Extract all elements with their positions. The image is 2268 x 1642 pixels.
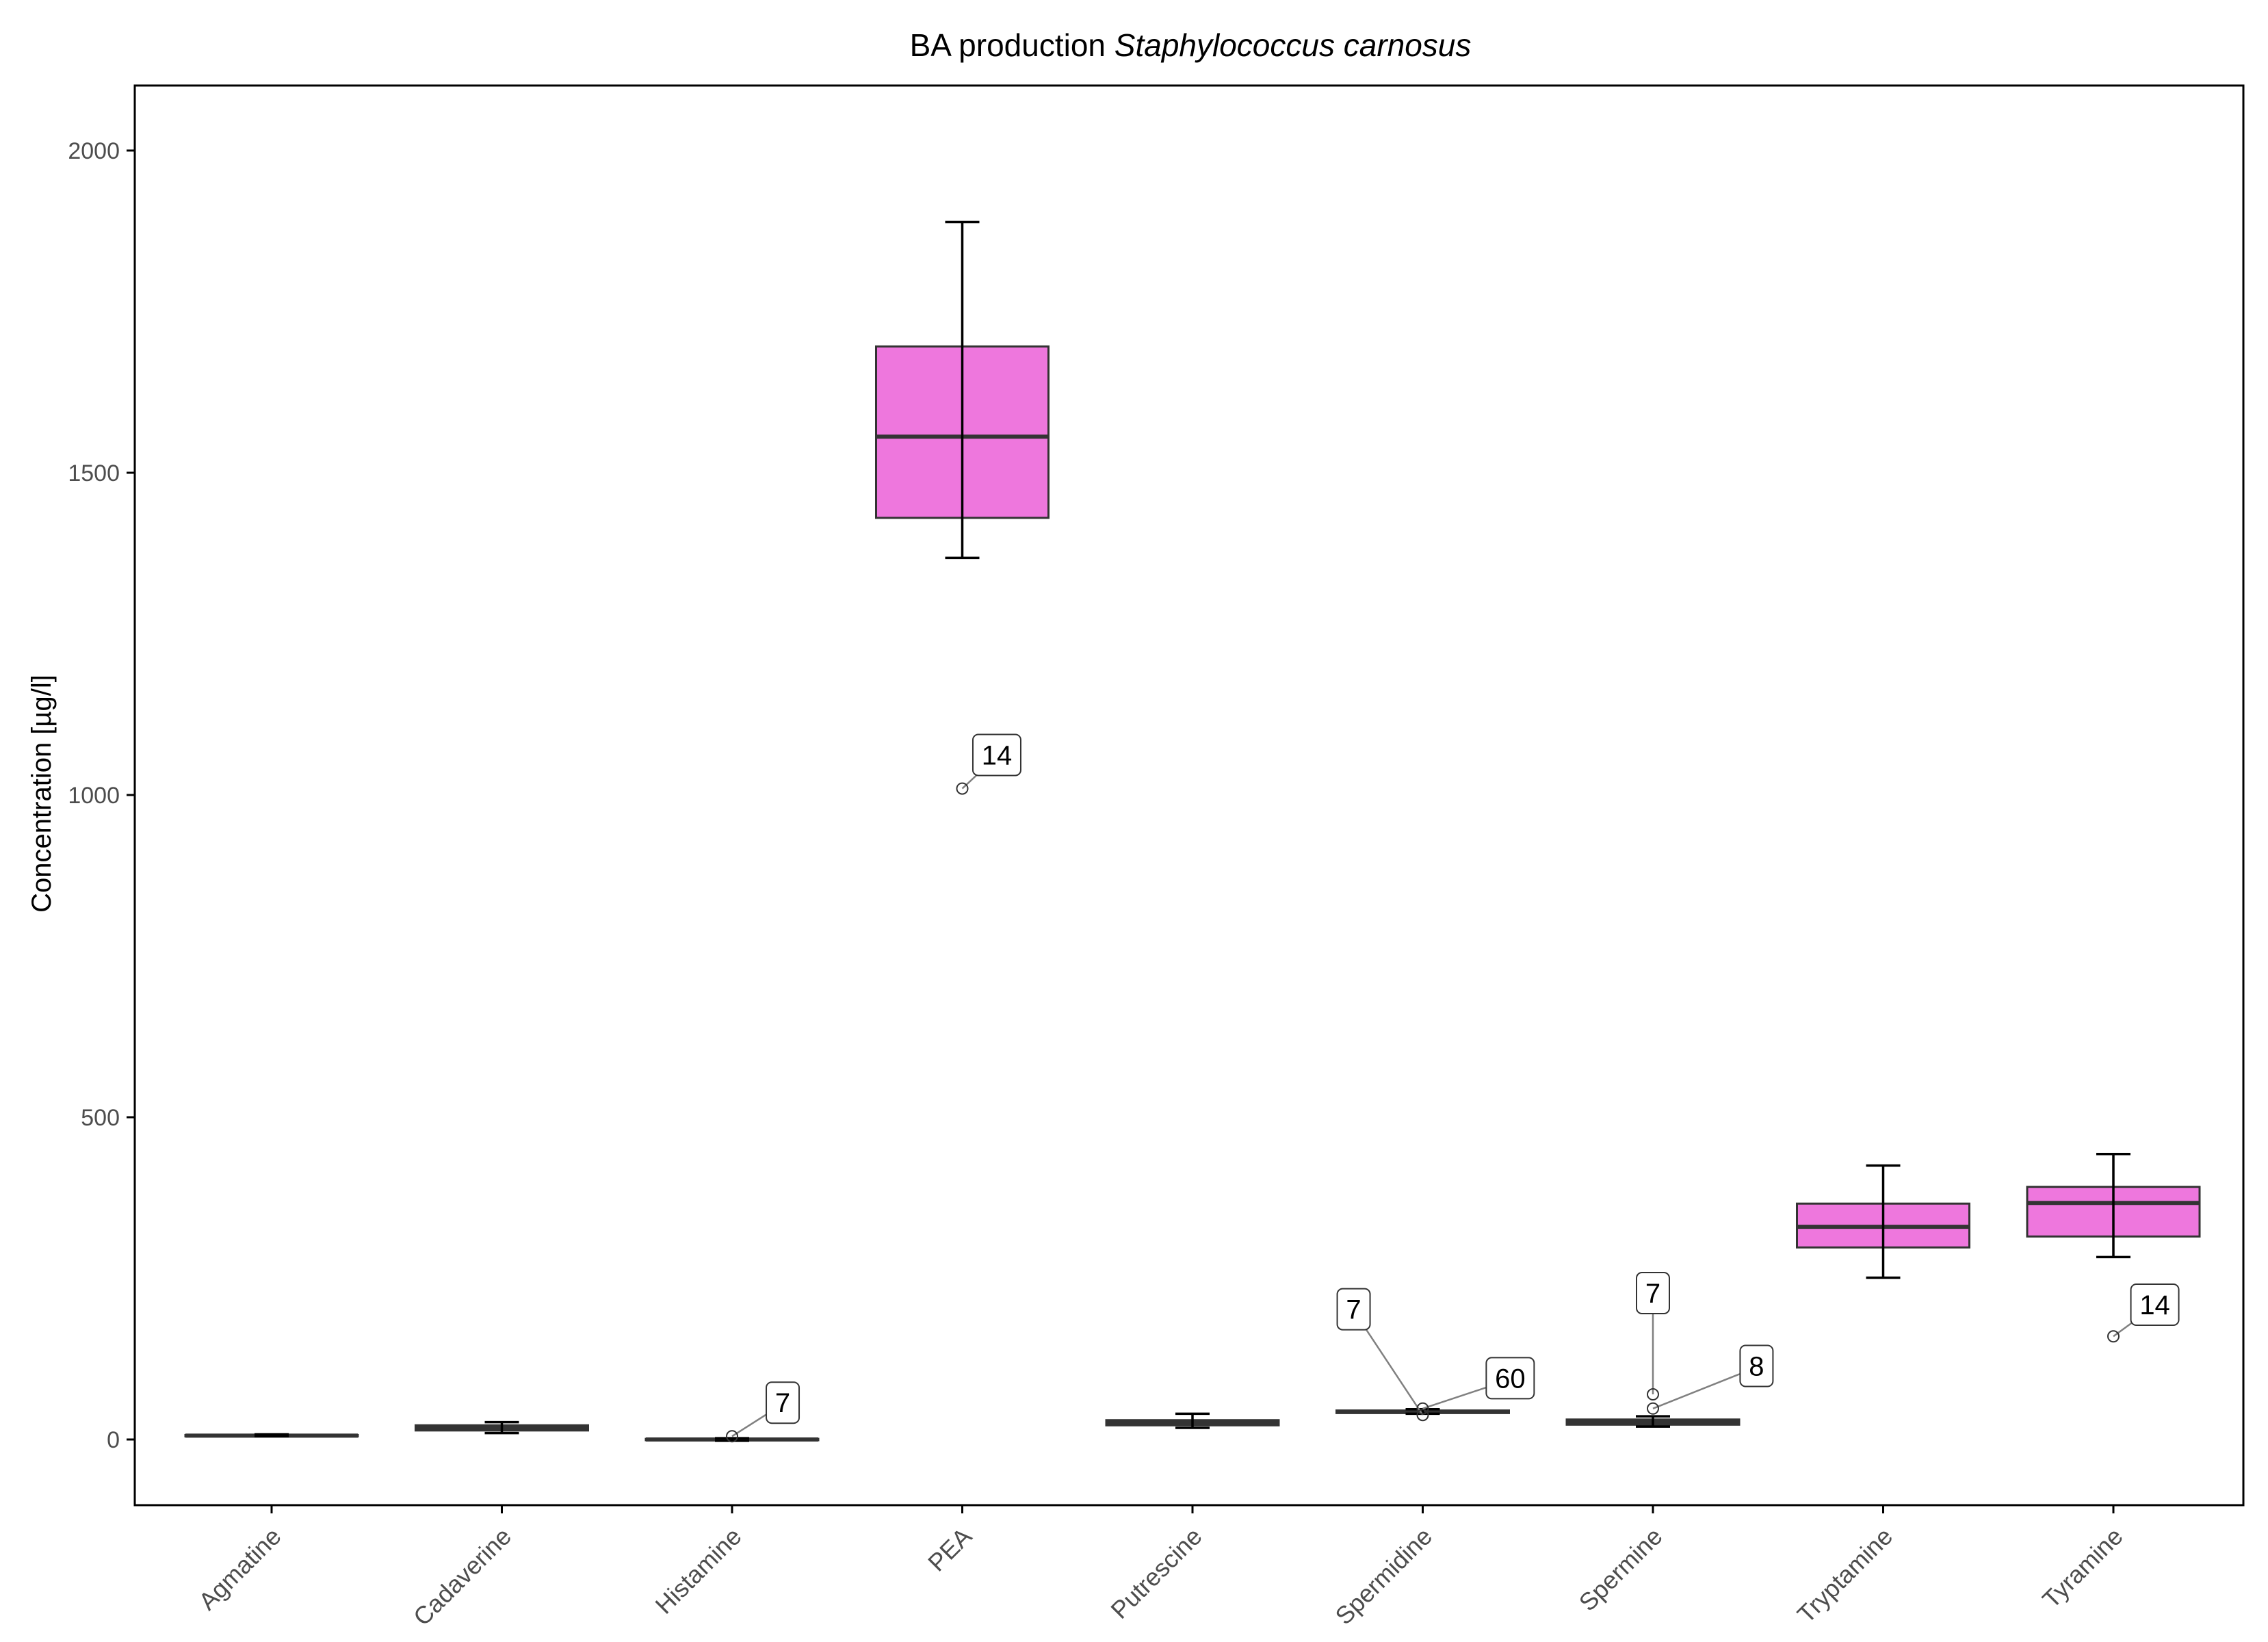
chart-title-prefix: BA production [910,27,1115,63]
outlier-label-text: 14 [2139,1290,2170,1320]
x-tick-label-spermidine: Spermidine [1329,1522,1437,1630]
outlier-point [1647,1402,1659,1415]
outlier-label-box [2130,1283,2180,1327]
outlier-pea-14: 14 [956,733,1021,795]
outlier-label-text: 7 [1346,1295,1361,1325]
outlier-spermine-8: 8 [1647,1344,1774,1415]
outlier-spermidine-60: 60 [1416,1357,1535,1415]
outlier-point [2107,1330,2120,1343]
y-tick-label: 500 [81,1105,120,1131]
y-axis-ticks: 0 500 1000 1500 2000 [68,138,135,1453]
box-tyramine [2026,1152,2201,1259]
outlier-histamine-7: 7 [726,1381,800,1443]
y-tick-label: 0 [107,1427,120,1453]
x-tick-label-tyramine: Tyramine [2037,1522,2128,1614]
box-pea [875,220,1050,560]
outlier-label-box [1636,1272,1670,1315]
outlier-leader-line [1652,1366,1757,1409]
outlier-spermidine-7: 7 [1336,1288,1429,1422]
x-tick-label-pea: PEA [922,1522,977,1577]
box-putrescine [1105,1412,1280,1429]
y-tick-label: 1500 [68,460,120,486]
outlier-label-box [766,1381,800,1424]
outlier-label-text: 7 [775,1388,790,1418]
box-histamine [644,1437,820,1442]
outlier-label-text: 8 [1749,1351,1764,1381]
box-cadaverine [415,1420,589,1435]
x-axis-ticks: Agmatine Cadaverine Histamine PEA Putrescine… [193,1505,2128,1631]
outlier-point [726,1430,738,1443]
outlier-point [956,782,969,795]
y-tick-label: 2000 [68,138,120,164]
outlier-spermine-7: 7 [1636,1272,1670,1401]
outlier-label-text: 60 [1495,1364,1526,1394]
outlier-point [1647,1388,1659,1401]
outlier-annotations: 7 14 7 60 7 8 14 [726,733,2180,1443]
x-tick-label-cadaverine: Cadaverine [408,1522,517,1631]
outlier-point [1416,1402,1429,1415]
box-tryptamine [1796,1164,1970,1279]
outlier-label-box [1739,1344,1774,1387]
box-agmatine [184,1433,359,1438]
x-tick-label-histamine: Histamine [649,1522,746,1619]
outlier-point [1416,1409,1429,1422]
x-tick-label-putrescine: Putrescine [1105,1522,1207,1624]
outlier-label-box [1336,1288,1371,1331]
outlier-label-box [1485,1357,1535,1400]
outlier-label-box [972,733,1021,777]
box-spermine [1565,1415,1741,1428]
x-tick-label-spermine: Spermine [1574,1522,1668,1617]
y-tick-label: 1000 [68,783,120,809]
outlier-label-text: 7 [1645,1279,1660,1309]
x-tick-label-agmatine: Agmatine [193,1522,287,1616]
chart-title: BA production Staphylococcus carnosus [910,27,1472,63]
chart-title-species: Staphylococcus carnosus [1115,27,1472,63]
box-series [184,220,2201,1442]
plot-panel-border [133,84,2245,1507]
outlier-tyramine-14: 14 [2107,1283,2180,1343]
y-axis-label: Concentration [µg/l] [27,675,57,913]
x-tick-label-tryptamine: Tryptamine [1792,1522,1898,1628]
outlier-label-text: 14 [982,740,1013,770]
